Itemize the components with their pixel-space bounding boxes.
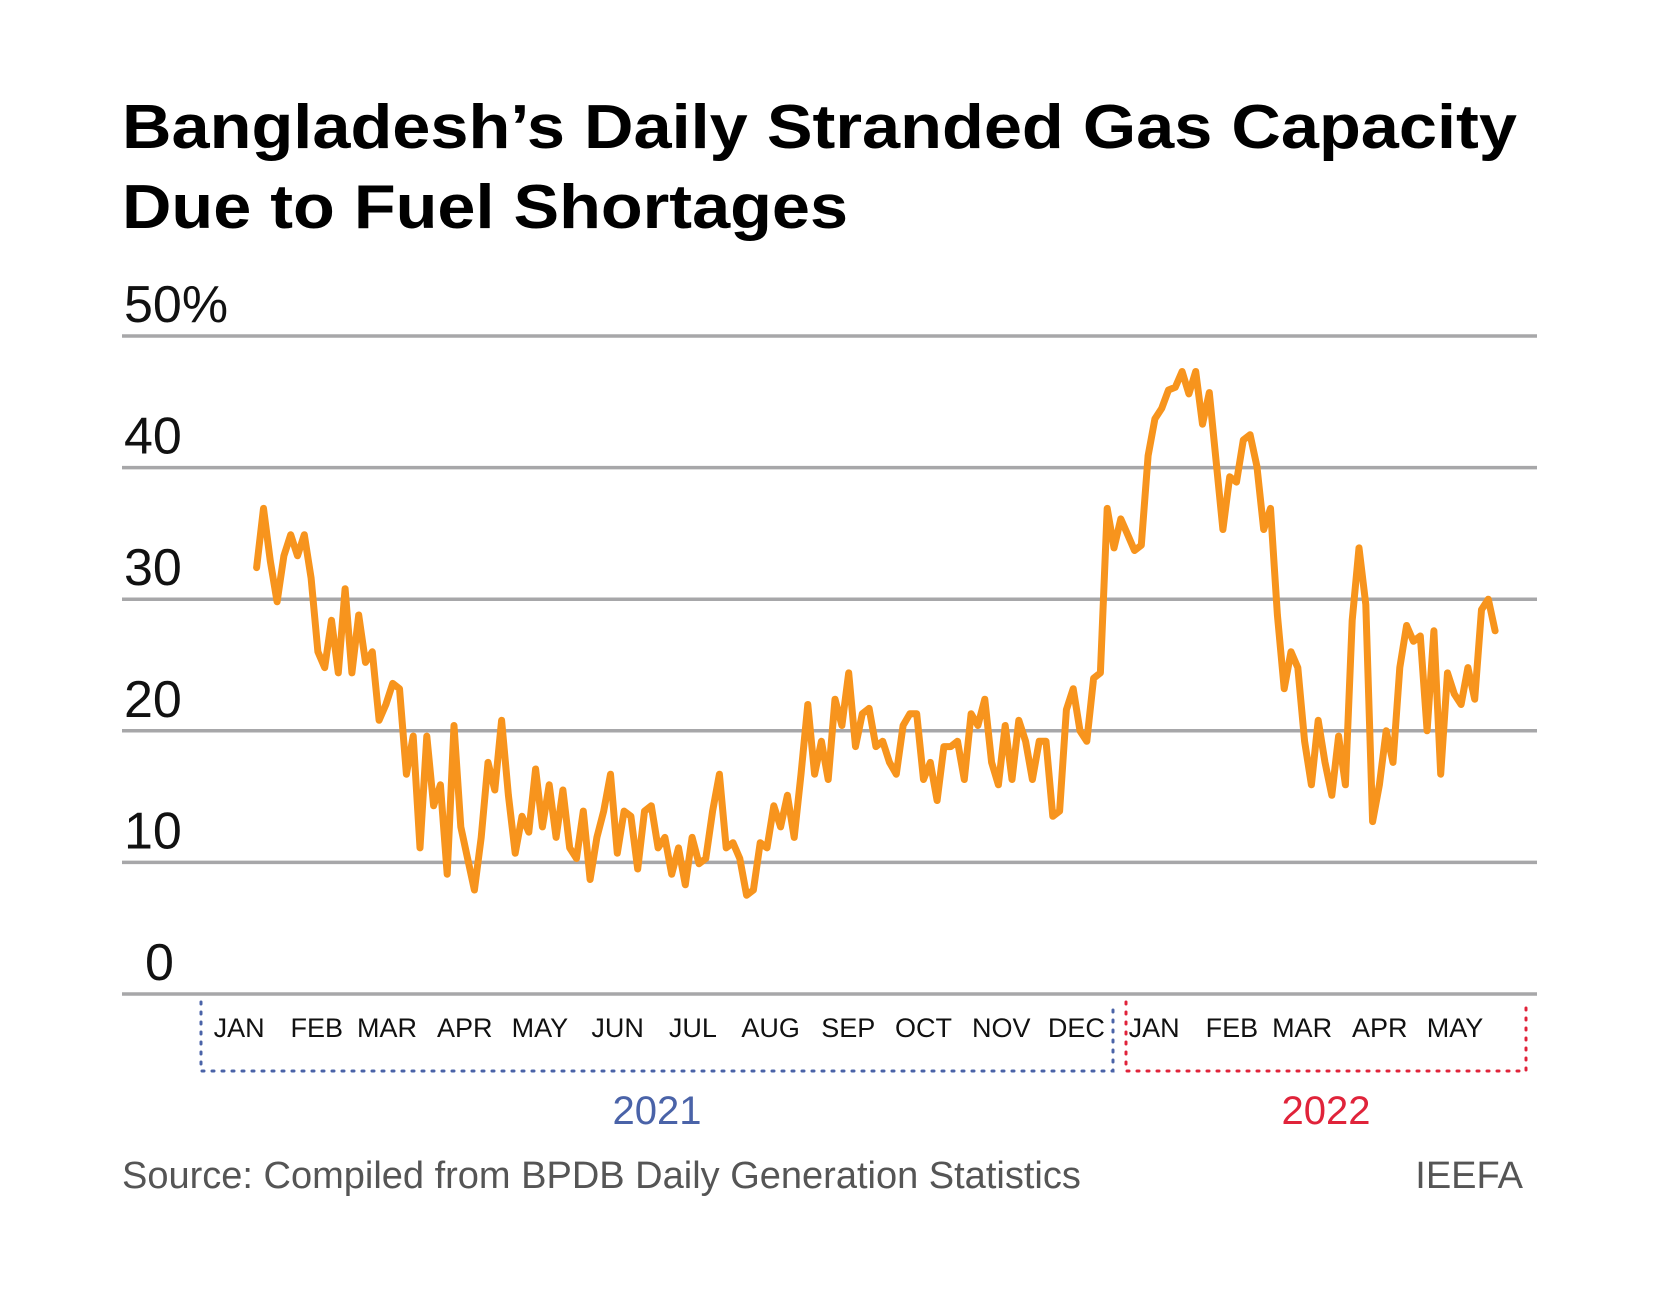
y-tick-label: 20 (124, 671, 182, 729)
year-bracket (1124, 1000, 1528, 1073)
x-tick-label: MAY (512, 1013, 569, 1043)
y-tick-label: 10 (124, 802, 182, 860)
series-line (253, 368, 1499, 899)
x-tick-label: APR (1352, 1013, 1408, 1043)
x-axis: JAN FEB MAR APR MAY JUN JUL AUG SEP OCT NOV DEC JAN F… (199, 1000, 1528, 1133)
x-tick-label: APR (437, 1013, 493, 1043)
x-tick-label: MAR (1272, 1013, 1332, 1043)
x-tick-label: OCT (895, 1013, 952, 1043)
x-tick-label: MAR (357, 1013, 417, 1043)
credit-label: IEEFA (1415, 1155, 1523, 1197)
x-tick-label: SEP (821, 1013, 875, 1043)
chart-title-line-2: Due to Fuel Shortages (122, 173, 848, 242)
x-tick-label: JAN (1129, 1013, 1180, 1043)
year-label: 2021 (613, 1089, 702, 1133)
chart-title-line-1: Bangladesh’s Daily Stranded Gas Capacity (122, 93, 1518, 162)
y-tick-label: 0 (145, 934, 174, 992)
series-line-group (253, 368, 1499, 899)
y-tick-label: 40 (124, 408, 182, 466)
x-tick-label: MAY (1427, 1013, 1484, 1043)
y-tick-label: 50% (124, 276, 228, 334)
source-note: Source: Compiled from BPDB Daily Generat… (122, 1155, 1081, 1197)
y-axis-ticks: 0 10 20 30 40 50% (124, 276, 228, 992)
x-tick-label: AUG (741, 1013, 800, 1043)
x-tick-label: JUN (591, 1013, 644, 1043)
x-tick-label: FEB (1206, 1013, 1259, 1043)
year-label: 2022 (1282, 1089, 1371, 1133)
x-tick-label: JUL (669, 1013, 717, 1043)
x-tick-label: FEB (291, 1013, 344, 1043)
x-tick-label: DEC (1048, 1013, 1105, 1043)
x-tick-label: NOV (972, 1013, 1031, 1043)
y-tick-label: 30 (124, 539, 182, 597)
x-tick-label: JAN (214, 1013, 265, 1043)
